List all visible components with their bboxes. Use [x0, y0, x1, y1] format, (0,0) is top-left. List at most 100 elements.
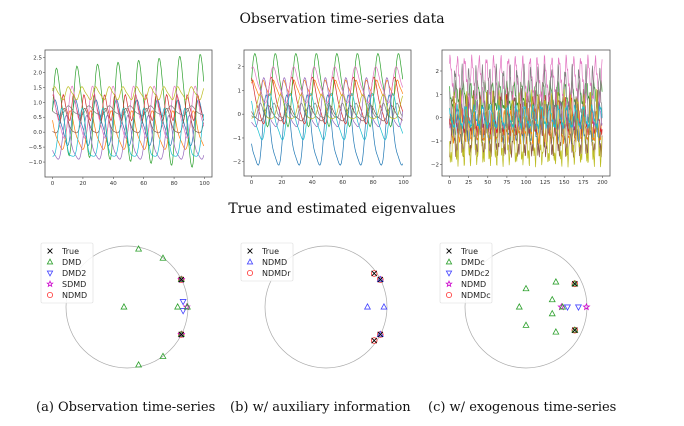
timeseries-panel-c: 0 25 50 75 100 125 150 175 200 −2 −1 0 1 2 — [431, 49, 611, 186]
legend-label: NDMD — [461, 280, 486, 289]
caption-a: (a) Observation time-series — [36, 400, 216, 415]
x-tick-label: 150 — [559, 180, 570, 186]
y-tick-label: 1.0 — [33, 100, 42, 106]
star-marker — [445, 279, 453, 288]
timeseries-panel-b: 0 20 40 60 80 100 −2 −1 0 1 2 — [233, 49, 412, 186]
triangle-up-marker — [120, 303, 128, 310]
legend-label: True — [61, 247, 79, 256]
series-line — [52, 105, 204, 116]
series-line — [52, 107, 205, 157]
y-tick-label: 1 — [238, 88, 242, 94]
x-tick-label: 0 — [448, 180, 452, 186]
triangle-up-marker — [135, 360, 143, 368]
x-marker — [571, 280, 578, 287]
triangle-down-marker — [179, 308, 187, 315]
x-tick-label: 20 — [79, 181, 86, 187]
timeseries-panel-a: 0 20 40 60 80 100 −1.0 −0.5 0.0 0.5 1.0 1.5 2.0 2.5 — [29, 49, 213, 187]
triangle-down-marker — [574, 304, 582, 311]
legend: True NDMD NDMDr — [240, 242, 294, 282]
triangle-up-marker — [246, 258, 254, 265]
triangle-down-marker — [563, 304, 572, 311]
triangle-up-marker — [445, 258, 453, 265]
top-title: Observation time-series data — [239, 11, 445, 27]
legend: True DMDc DMDc2 NDMD NDMDc — [439, 242, 493, 304]
legend-box — [439, 242, 493, 304]
x-tick-label: 100 — [398, 180, 409, 186]
legend-box — [240, 242, 294, 282]
circle-marker — [370, 270, 378, 277]
x-marker — [247, 248, 253, 254]
x-tick-label: 0 — [250, 180, 254, 186]
series-line — [251, 76, 404, 125]
legend-label: True — [460, 247, 478, 256]
x-tick-label: 50 — [484, 180, 491, 186]
series-line — [52, 93, 205, 122]
series-line — [449, 103, 603, 130]
y-tick-label: −1 — [233, 136, 241, 142]
axes-frame — [243, 49, 412, 177]
x-tick-label: 25 — [465, 180, 472, 186]
triangle-up-marker — [571, 279, 579, 287]
x-tick-label: 20 — [278, 180, 285, 186]
triangle-up-marker — [380, 303, 388, 310]
y-tick-label: 2 — [238, 65, 242, 71]
triangle-down-marker — [46, 270, 54, 277]
x-tick-label: 40 — [309, 180, 316, 186]
triangle-up-marker — [46, 258, 54, 265]
triangle-up-marker — [177, 275, 185, 283]
y-tick-label: 2 — [436, 69, 440, 75]
unit-circle — [264, 245, 388, 369]
x-marker — [178, 331, 185, 338]
star-marker — [582, 302, 591, 311]
x-marker — [377, 331, 384, 338]
triangle-up-marker — [522, 321, 530, 328]
y-tick-label: −2 — [431, 162, 439, 168]
triangle-up-marker — [559, 303, 567, 310]
legend-label: NDMD — [262, 258, 287, 267]
x-tick-label: 40 — [110, 181, 117, 187]
y-tick-label: −1.0 — [29, 160, 43, 166]
triangle-down-marker — [179, 299, 187, 306]
triangle-up-marker — [174, 303, 182, 310]
x-tick-label: 60 — [339, 180, 346, 186]
x-marker — [47, 248, 53, 254]
caption-b: (b) w/ auxiliary information — [230, 400, 411, 415]
triangle-up-marker — [552, 278, 560, 285]
eigenvalue-panel-c: True DMDc DMDc2 NDMD NDMDc — [439, 242, 591, 369]
triangle-up-marker — [571, 326, 579, 333]
series-line — [52, 107, 205, 134]
triangle-up-marker — [183, 303, 191, 310]
axes-frame — [44, 49, 213, 178]
star-marker — [177, 275, 186, 284]
legend-label: NDMDc — [461, 291, 491, 300]
legend-label: SDMD — [62, 280, 86, 289]
x-tick-label: 80 — [171, 181, 178, 187]
x-tick-label: 200 — [597, 180, 608, 186]
x-marker — [377, 276, 384, 283]
series-line — [251, 66, 404, 104]
x-tick-label: 100 — [199, 181, 210, 187]
legend-label: NDMD — [62, 291, 87, 300]
legend: True DMD DMD2 SDMD NDMD — [40, 242, 94, 304]
series-line — [52, 86, 205, 101]
series-line — [251, 94, 404, 166]
eigenvalue-panel-a: True DMD DMD2 SDMD NDMD — [40, 242, 191, 369]
series-line — [52, 114, 205, 160]
triangle-up-marker — [548, 295, 556, 303]
triangle-up-marker — [376, 330, 384, 337]
x-tick-label: 75 — [503, 180, 510, 186]
x-tick-label: 80 — [370, 180, 377, 186]
y-tick-label: 1.5 — [33, 85, 42, 91]
x-tick-label: 60 — [140, 181, 147, 187]
y-tick-label: −1 — [431, 139, 439, 145]
x-marker — [446, 248, 452, 254]
bottom-title: True and estimated eigenvalues — [228, 201, 456, 217]
legend-label: True — [261, 247, 279, 256]
x-tick-label: 175 — [578, 180, 589, 186]
series-line — [52, 54, 205, 168]
y-tick-label: −2 — [233, 160, 241, 166]
legend-box — [40, 242, 94, 304]
unit-circle — [464, 245, 588, 369]
